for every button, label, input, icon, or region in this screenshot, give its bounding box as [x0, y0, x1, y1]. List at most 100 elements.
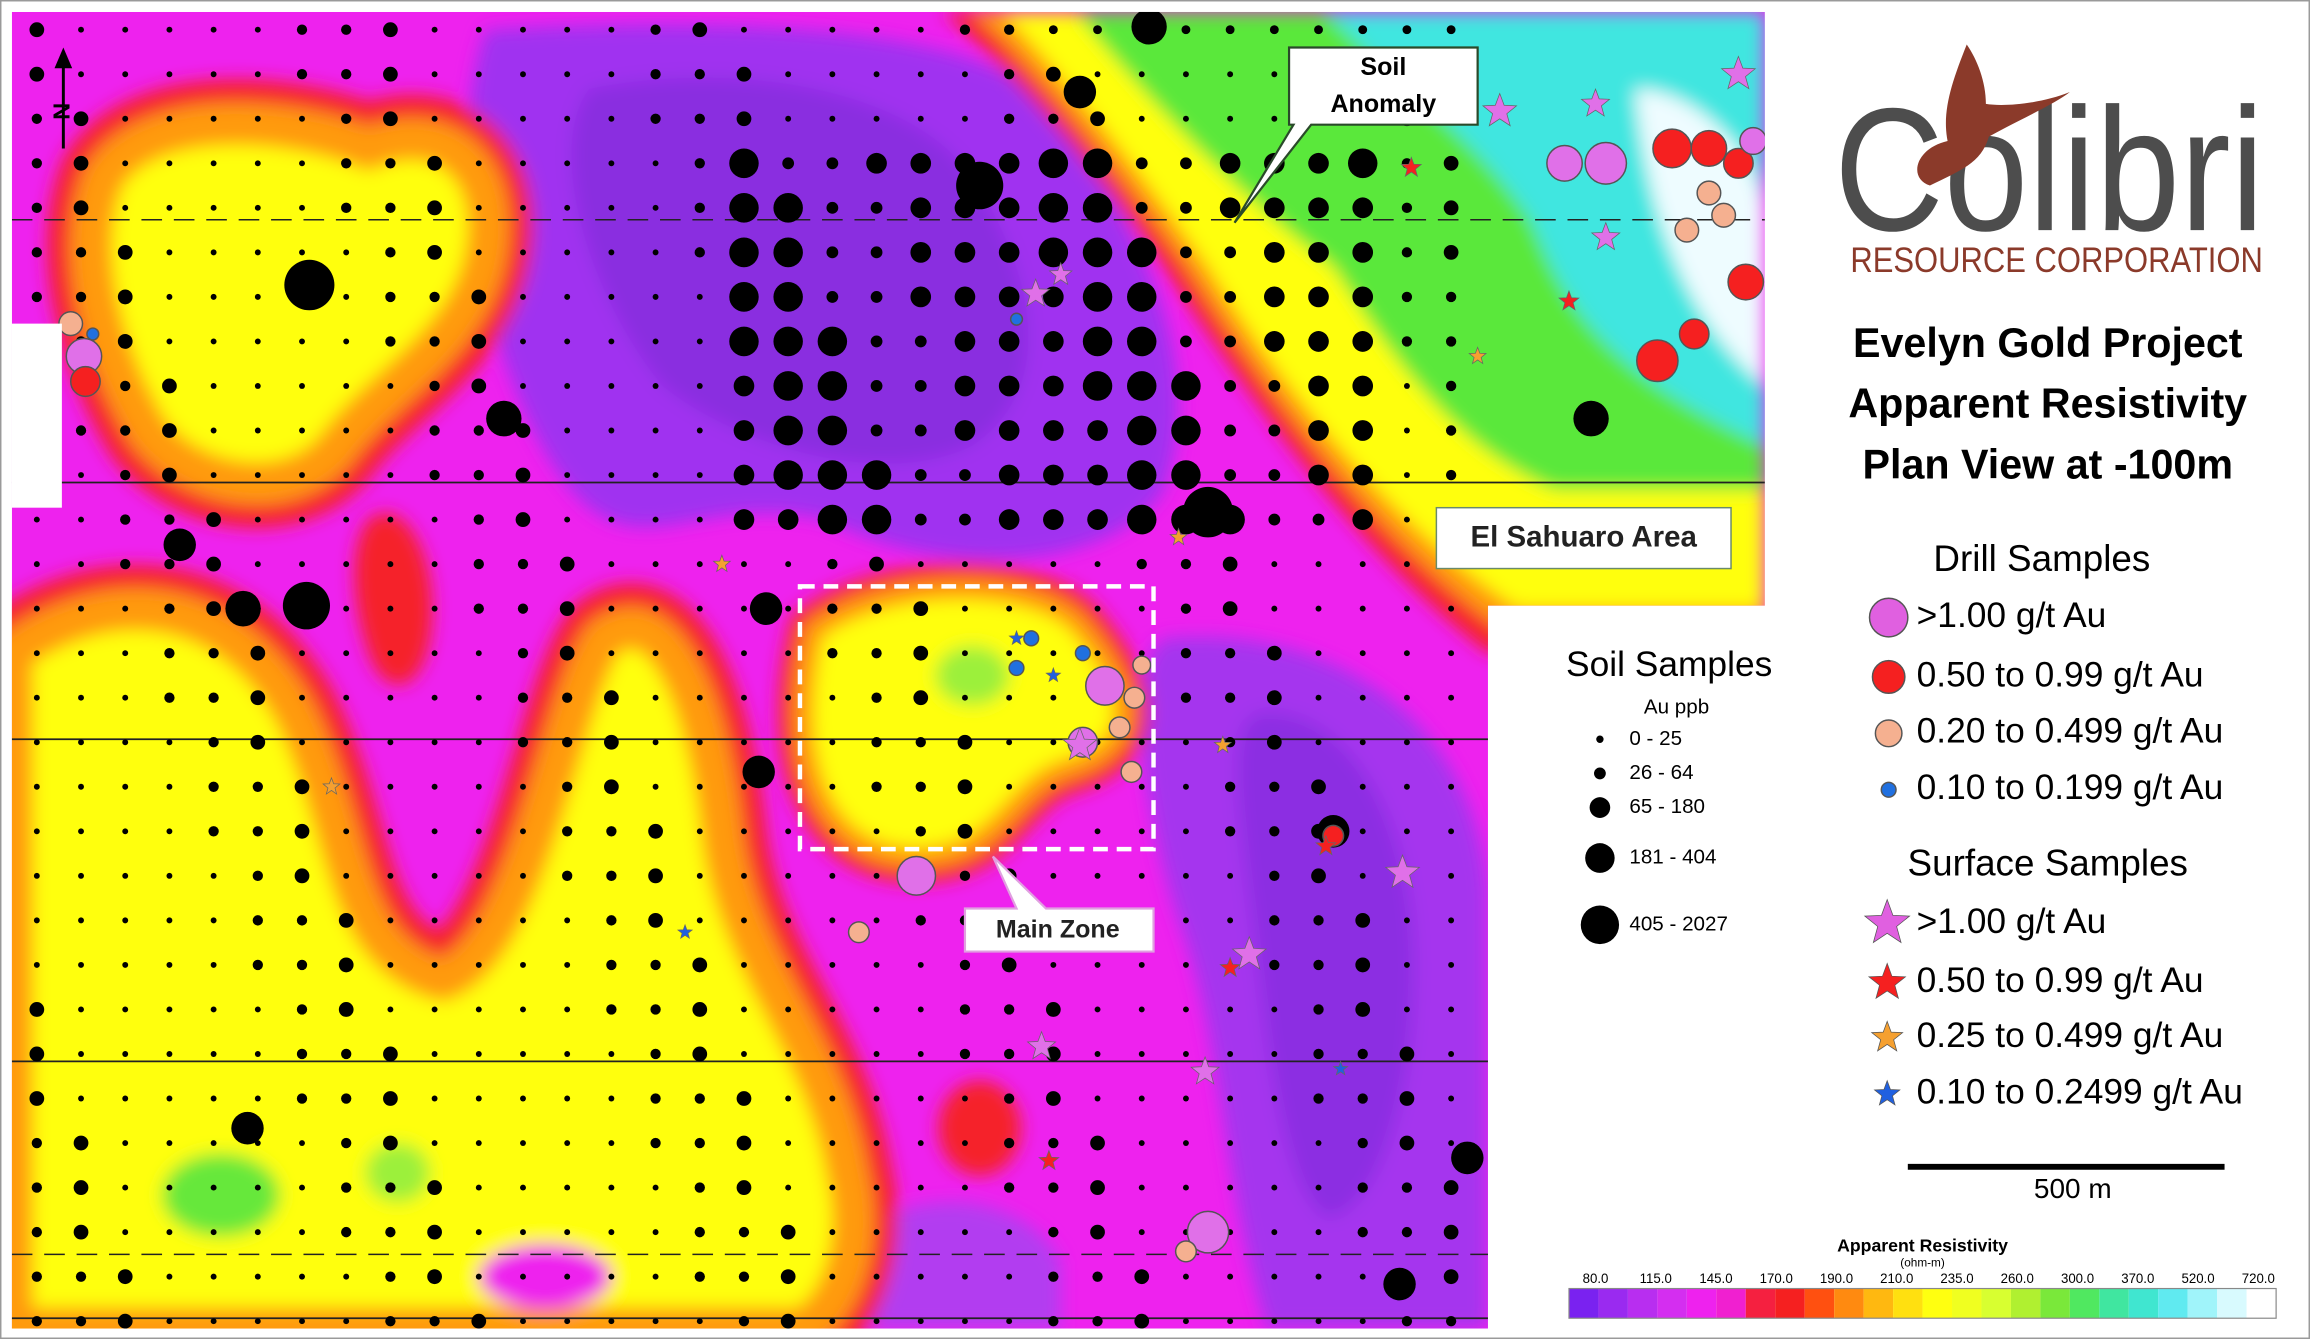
soil-dot — [254, 249, 261, 256]
soil-dot — [427, 1224, 442, 1240]
soil-dot — [254, 338, 261, 345]
soil-dot — [827, 647, 838, 659]
soil-dot — [517, 692, 529, 703]
soil-dot — [73, 200, 89, 216]
soil-dot — [1222, 556, 1238, 572]
soil-dot — [162, 423, 177, 438]
soil-dot — [520, 26, 526, 33]
soil-dot — [564, 1229, 571, 1236]
soil-dot — [387, 561, 394, 568]
soil-dot — [562, 781, 573, 792]
soil-dot — [873, 71, 880, 78]
soil-dot — [1082, 148, 1113, 179]
soil-dot — [917, 1140, 924, 1147]
soil-dot — [254, 1318, 261, 1325]
soil-dot — [564, 516, 571, 523]
soil-dot — [962, 1229, 968, 1236]
soil-dot — [1313, 915, 1324, 926]
surface-sample — [1020, 278, 1051, 307]
soil-dot — [1138, 115, 1145, 122]
soil-dot — [1269, 915, 1280, 926]
soil-dot — [773, 371, 803, 401]
soil-dot — [31, 1137, 42, 1149]
soil-dot — [608, 338, 615, 345]
soil-dot — [608, 160, 615, 167]
soil-dot — [296, 915, 308, 926]
soil-dot — [741, 739, 747, 746]
soil-dot — [1180, 290, 1192, 303]
soil-dot — [780, 1224, 796, 1240]
soil-dot — [1048, 1137, 1059, 1149]
soil-dot — [608, 26, 615, 33]
soil-dot — [608, 1051, 615, 1057]
legend-symbol — [1871, 659, 1906, 694]
soil-dot — [696, 917, 703, 924]
soil-dot — [694, 1137, 705, 1149]
soil-dot — [1315, 1318, 1322, 1325]
colorbar-swatch — [2099, 1288, 2129, 1319]
soil-dot — [1048, 1271, 1059, 1282]
colorbar-label: 720.0 — [2242, 1271, 2275, 1286]
legend-label: >1.00 g/t Au — [1917, 901, 2107, 941]
soil-dot — [652, 561, 659, 568]
soil-dot — [431, 561, 438, 568]
colorbar-label: 145.0 — [1699, 1271, 1732, 1286]
soil-dot — [299, 516, 305, 523]
soil-dot — [608, 1184, 615, 1191]
soil-dot — [254, 561, 261, 568]
soil-dot — [873, 1229, 880, 1236]
soil-dot — [1445, 336, 1457, 347]
soil-dot — [606, 915, 617, 926]
soil-dot — [954, 331, 976, 352]
soil-dot — [785, 783, 792, 790]
soil-dot — [471, 1313, 487, 1329]
colorbar-swatch — [2069, 1288, 2100, 1319]
soil-dot — [914, 335, 927, 348]
soil-dot — [431, 605, 438, 612]
soil-dot — [917, 1184, 924, 1191]
soil-dot — [475, 115, 482, 122]
soil-dot — [299, 650, 305, 657]
soil-dot — [871, 737, 882, 748]
soil-dot — [870, 380, 883, 392]
drill-sample — [1085, 665, 1125, 706]
soil-dot — [343, 338, 350, 345]
soil-dot — [254, 1184, 261, 1191]
soil-dot — [164, 603, 175, 614]
soil-dot — [431, 516, 438, 523]
colorbar-label: 520.0 — [2181, 1271, 2214, 1286]
soil-dot — [694, 113, 705, 124]
soil-dot — [652, 382, 659, 389]
soil-dot — [559, 601, 575, 617]
soil-dot — [299, 1318, 305, 1325]
soil-dot — [431, 1095, 438, 1102]
soil-dot — [387, 828, 394, 835]
soil-dot — [166, 828, 173, 835]
soil-dot — [1271, 1273, 1278, 1280]
soil-dot — [210, 1318, 217, 1325]
soil-dot — [1227, 1318, 1234, 1325]
soil-dot — [471, 289, 487, 305]
soil-dot — [1090, 1180, 1105, 1196]
soil-dot — [914, 424, 927, 437]
soil-dot — [694, 247, 705, 258]
soil-dot — [1171, 415, 1201, 446]
soil-dot — [1224, 692, 1236, 703]
soil-dot — [73, 1180, 89, 1196]
soil-dot — [122, 739, 129, 746]
soil-dot — [1443, 1224, 1459, 1240]
soil-dot — [1093, 25, 1102, 35]
soil-dot — [387, 605, 394, 612]
soil-dot — [282, 581, 330, 630]
soil-dot — [1043, 420, 1064, 441]
soil-dot — [206, 512, 221, 527]
soil-dot — [122, 1184, 129, 1191]
soil-dot — [873, 115, 880, 122]
soil-dot — [1131, 11, 1167, 45]
soil-dot — [694, 202, 705, 214]
soil-dot — [959, 1004, 971, 1015]
soil-dot — [520, 249, 526, 256]
soil-dot — [870, 246, 883, 259]
surface-sample — [1720, 55, 1757, 90]
soil-dot — [1227, 1006, 1234, 1013]
